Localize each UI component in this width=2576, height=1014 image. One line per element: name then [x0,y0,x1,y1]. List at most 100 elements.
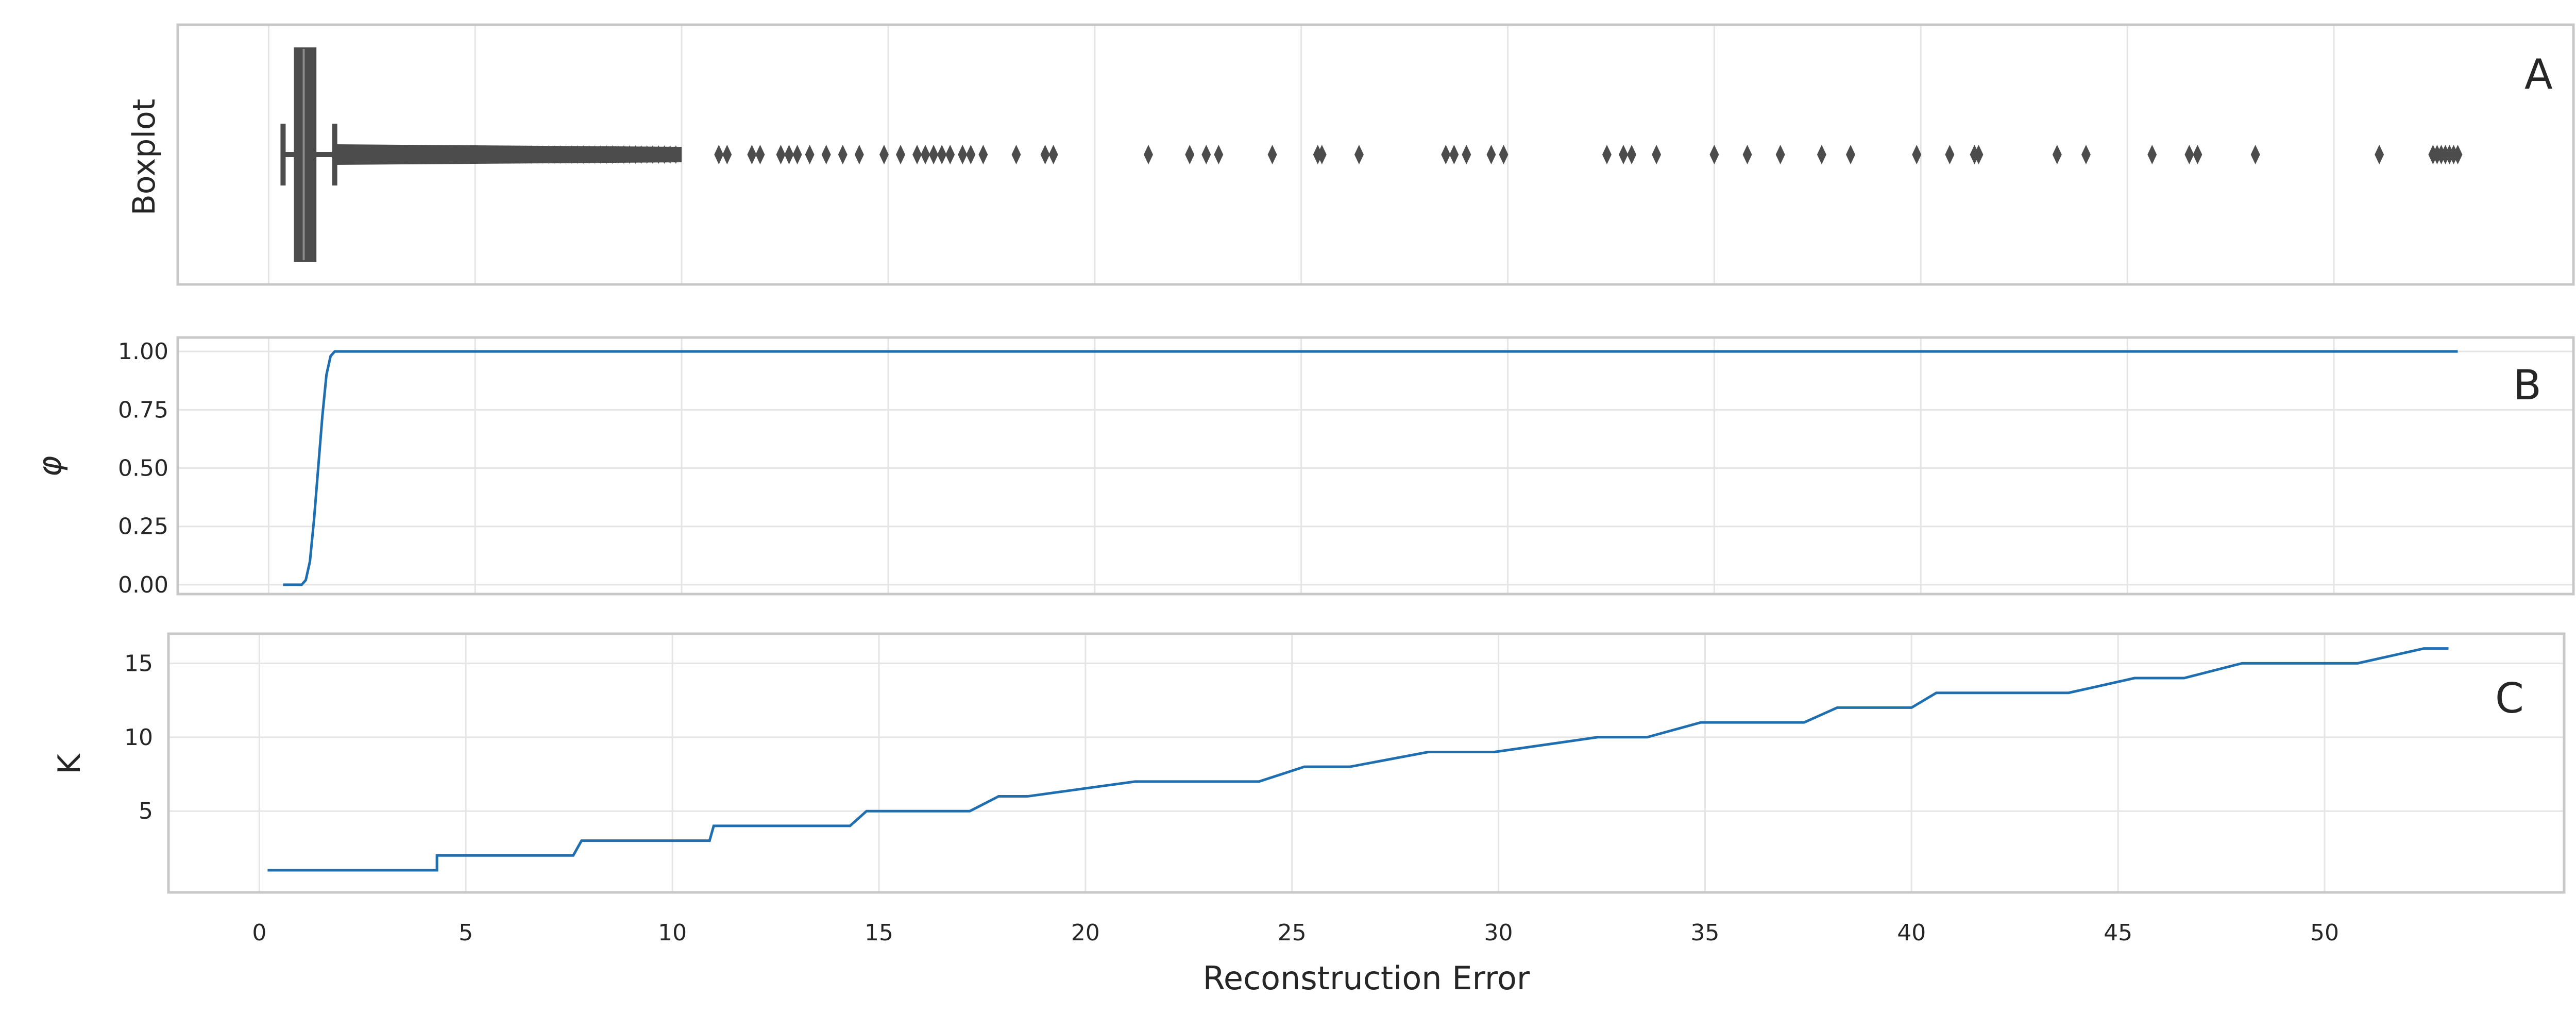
panel-a-frame [176,23,2575,286]
y-tick-label: 15 [124,650,153,677]
outlier-point [619,145,628,164]
outlier-point [2081,145,2091,164]
outlier-point [556,145,565,164]
x-tick-label: 20 [1071,920,1100,946]
outlier-point [371,145,380,164]
outlier-point [567,145,576,164]
x-tick-label: 10 [658,920,687,946]
outlier-point [654,145,663,164]
y-tick-label: 0.25 [118,514,168,540]
outlier-point [2250,145,2260,164]
x-tick-label: 5 [459,920,473,946]
outlier-point [481,145,489,164]
outlier-point [966,145,976,164]
panel-a-letter: A [2524,50,2553,98]
outlier-point [452,145,461,164]
outlier-point [929,145,939,164]
outlier-point [469,145,478,164]
x-axis-label: Reconstruction Error [1203,959,1530,997]
outlier-point [411,145,420,164]
outlier-point [2147,145,2157,164]
outlier-point [486,145,495,164]
outlier-point [637,145,646,164]
panel-a: A Boxplot [126,23,2575,286]
outlier-point [625,145,634,164]
outlier-point [550,145,559,164]
y-tick-label: 10 [124,724,153,751]
outlier-point [573,145,582,164]
outlier-point [2052,145,2062,164]
panel-a-ylabel: Boxplot [126,99,162,216]
outlier-point [1449,145,1459,164]
outlier-point [330,145,339,164]
outlier-point [755,145,765,164]
outlier-point [1144,145,1154,164]
outlier-point [342,145,351,164]
phi-series-line [283,350,2458,586]
outlier-point [382,145,391,164]
outlier-point [958,145,968,164]
outlier-point [838,145,848,164]
outlier-point [353,145,362,164]
outlier-point [1317,145,1327,164]
x-axis-ticks: 0 5 10 15 20 25 30 35 40 45 50 [252,920,2339,946]
panel-c-ylabel: K [52,753,88,774]
outlier-point [1214,145,1224,164]
outlier-point [921,145,930,164]
outlier-point [521,145,530,164]
y-tick-label: 0.00 [118,572,168,598]
outlier-point [585,145,594,164]
y-tick-label: 0.75 [118,397,168,423]
box-iqr [294,47,317,262]
outlier-point [1185,145,1195,164]
panel-b-grid [178,337,2573,594]
outlier-point [579,145,588,164]
x-tick-label: 45 [2104,920,2132,946]
outlier-point [660,145,669,164]
panel-c-letter: C [2495,674,2524,722]
panel-c-frame [167,632,2566,894]
outlier-point [590,145,599,164]
outlier-point [896,145,906,164]
outlier-point [498,145,507,164]
outlier-point [937,145,947,164]
outlier-point [714,145,724,164]
outlier-point [510,145,518,164]
outlier-point [1354,145,1364,164]
outlier-point [2375,145,2384,164]
outlier-point [608,145,617,164]
outlier-point [602,145,611,164]
outlier-point [1845,145,1855,164]
outlier-point [1775,145,1785,164]
outlier-point [388,145,397,164]
outlier-point [457,145,466,164]
outlier-point [377,145,385,164]
y-tick-label: 0.50 [118,455,168,482]
x-tick-label: 50 [2310,920,2339,946]
outlier-point [1817,145,1826,164]
outlier-point [1486,145,1496,164]
panel-b: 0.00 0.25 0.50 0.75 1.00 B φ [31,336,2575,598]
outlier-point [671,145,680,164]
k-series-line [267,647,2449,872]
outlier-point [417,145,426,164]
outlier-point [792,145,802,164]
outlier-point [1627,145,1637,164]
outlier-point [1742,145,1752,164]
outlier-point [805,145,815,164]
outlier-point [648,145,657,164]
outlier-point [784,145,794,164]
outlier-point [776,145,786,164]
outlier-point [2193,145,2202,164]
outlier-point [348,145,357,164]
boxplot [280,47,2463,262]
outlier-point [1709,145,1719,164]
outlier-point [2184,145,2194,164]
outlier-point [562,145,570,164]
outlier-point [1974,145,1984,164]
outlier-point [394,145,403,164]
outlier-point [1267,145,1277,164]
x-tick-label: 15 [865,920,893,946]
outlier-point [978,145,988,164]
